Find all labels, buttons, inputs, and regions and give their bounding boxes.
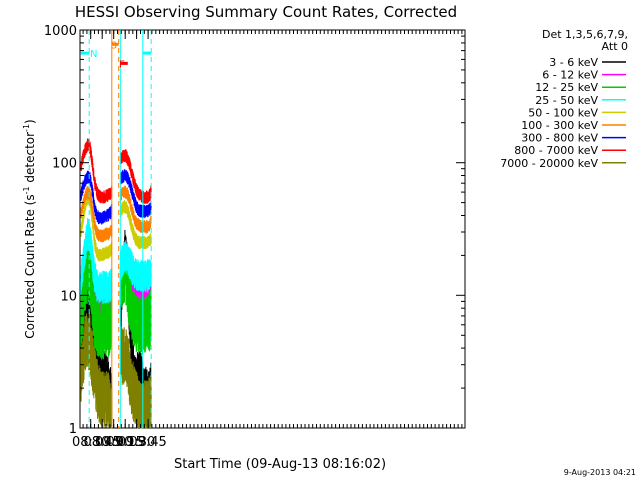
x-tick-label-0: 08:30	[72, 435, 109, 450]
legend-label-3: 25 - 50 keV	[535, 94, 598, 107]
x-tick-label-2: 09:00	[95, 435, 132, 450]
y-axis-label-part2: detector	[23, 132, 37, 187]
y-tick-label-2: 100	[52, 157, 77, 172]
series-line-6	[80, 169, 152, 225]
series-line-8	[80, 312, 152, 429]
y-axis-label-sup1: -1	[22, 186, 31, 194]
x-tick-label-3: 09:15	[106, 435, 143, 450]
series-line-7	[80, 138, 152, 204]
legend-label-7: 800 - 7000 keV	[514, 144, 598, 157]
x-tick-label-4: 09:30	[118, 435, 155, 450]
legend-label-0: 3 - 6 keV	[549, 56, 598, 69]
y-axis-label-part3: )	[23, 119, 37, 124]
y-axis-label-sup2: -1	[22, 124, 31, 132]
y-axis-label-part1: Corrected Count Rate (s	[23, 194, 37, 338]
legend-label-4: 50 - 100 keV	[528, 106, 598, 119]
legend-header-line1: Det 1,3,5,6,7,9,	[542, 28, 628, 41]
legend-header-line2: Att 0	[602, 40, 628, 53]
series-line-3	[80, 217, 152, 304]
legend-label-8: 7000 - 20000 keV	[500, 157, 598, 170]
plot-frame	[79, 29, 466, 429]
y-tick-label-1: 10	[60, 289, 77, 304]
x-axis-label: Start Time (09-Aug-13 08:16:02)	[174, 457, 386, 472]
annotation-label-2: S	[111, 40, 117, 51]
marker-layer: N SF	[80, 30, 152, 428]
annotation-label-3: F	[119, 59, 125, 70]
x-tick-label-5: 09:45	[129, 435, 166, 450]
timestamp: 9-Aug-2013 04:21	[564, 468, 636, 477]
y-axis-label: Corrected Count Rate (s-1 detector-1)	[22, 119, 37, 338]
legend-label-6: 300 - 800 keV	[521, 132, 598, 145]
legend-label-5: 100 - 300 keV	[521, 119, 598, 132]
legend-label-1: 6 - 12 keV	[542, 69, 598, 82]
series-line-4	[80, 191, 152, 262]
chart-title: HESSI Observing Summary Count Rates, Cor…	[75, 3, 457, 21]
x-tick-label-1: 08:45	[83, 435, 120, 450]
annotation-label-0: N	[90, 49, 97, 60]
series-line-5	[80, 185, 152, 243]
y-tick-label-0: 1	[69, 422, 77, 437]
data-layer	[80, 138, 152, 429]
y-tick-label-3: 1000	[44, 24, 77, 39]
legend-label-2: 12 - 25 keV	[535, 81, 598, 94]
